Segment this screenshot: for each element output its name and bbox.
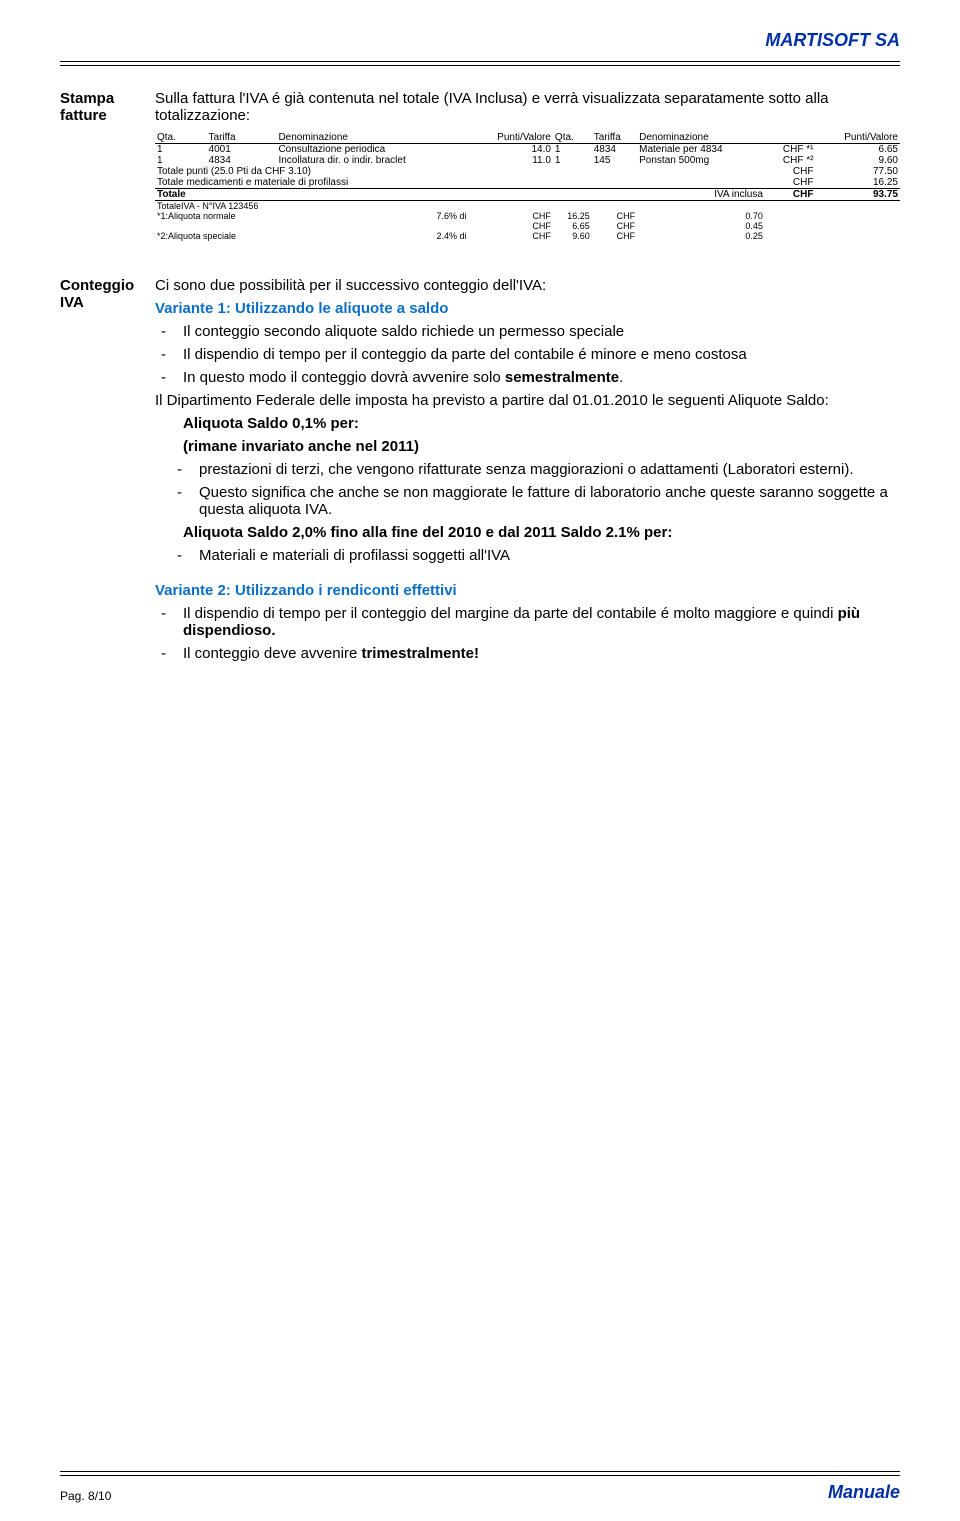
fig-row: 1 4834 Incollatura dir. o indir. braclet… xyxy=(155,155,900,166)
label-conteggio-iva: Conteggio IVA xyxy=(60,277,155,668)
manual-label: Manuale xyxy=(828,1482,900,1503)
v1-sub-bullet2: Materiali e materiali di profilassi sogg… xyxy=(199,547,900,564)
brand-name: MARTISOFT SA xyxy=(60,30,900,51)
fig-row: 1 4001 Consultazione periodica 14.0 1 48… xyxy=(155,144,900,156)
fig-header-row: Qta. Tariffa Denominazione Punti/Valore … xyxy=(155,132,900,144)
page-footer: Pag. 8/10 Manuale xyxy=(60,1471,900,1503)
v1-para: Il Dipartimento Federale delle imposta h… xyxy=(155,392,900,409)
invoice-figure: Qta. Tariffa Denominazione Punti/Valore … xyxy=(155,132,900,241)
fig-foot-row: *1:Aliquota normale 7.6% di CHF 16.25 CH… xyxy=(155,211,900,221)
sec2-intro: Ci sono due possibilità per il successiv… xyxy=(155,277,900,294)
fig-foot-row: TotaleIVA - N°IVA 123456 xyxy=(155,201,900,212)
fig-total-row: Totale IVA inclusa CHF 93.75 xyxy=(155,189,900,201)
fig-sum-row: Totale punti (25.0 Pti da CHF 3.10) CHF … xyxy=(155,166,900,177)
header-rule-thin xyxy=(60,65,900,66)
v2-bullet: Il conteggio deve avvenire trimestralmen… xyxy=(183,645,900,662)
sec1-body: Sulla fattura l'IVA é già contenuta nel … xyxy=(155,90,900,124)
v1-sub-heading3: Aliquota Saldo 2,0% fino alla fine del 2… xyxy=(155,524,900,541)
variant1-title: Variante 1: Utilizzando le aliquote a sa… xyxy=(155,300,900,317)
fig-foot-row: CHF 6.65 CHF 0.45 xyxy=(155,221,900,231)
variant2-title: Variante 2: Utilizzando i rendiconti eff… xyxy=(155,582,900,599)
label-stampa-fatture: Stampa fatture xyxy=(60,90,155,259)
v1-bullet: Il dispendio di tempo per il conteggio d… xyxy=(183,346,900,363)
v2-bullet: Il dispendio di tempo per il conteggio d… xyxy=(183,605,900,639)
v1-sub-heading2: (rimane invariato anche nel 2011) xyxy=(155,438,900,455)
fig-foot-row: *2:Aliquota speciale 2.4% di CHF 9.60 CH… xyxy=(155,231,900,241)
v1-sub-bullet: Questo significa che anche se non maggio… xyxy=(199,484,900,518)
v1-bullet: In questo modo il conteggio dovrà avveni… xyxy=(183,369,900,386)
page-number: Pag. 8/10 xyxy=(60,1489,111,1503)
header-rule xyxy=(60,61,900,62)
fig-sum-row: Totale medicamenti e materiale di profil… xyxy=(155,177,900,189)
v1-sub-bullet: prestazioni di terzi, che vengono rifatt… xyxy=(199,461,900,478)
v1-bullet: Il conteggio secondo aliquote saldo rich… xyxy=(183,323,900,340)
v1-sub-heading: Aliquota Saldo 0,1% per: xyxy=(155,415,900,432)
